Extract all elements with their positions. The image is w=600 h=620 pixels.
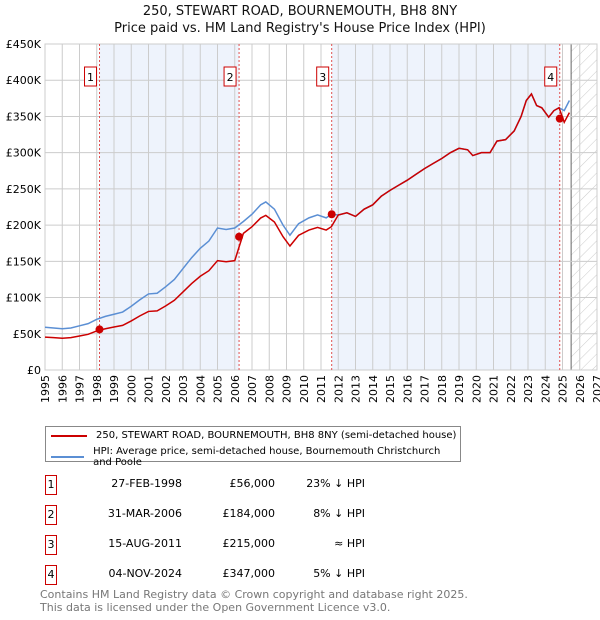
x-tick-label: 1997 [74,375,87,403]
x-tick-label: 2018 [436,375,449,403]
sale-price: £56,000 [229,477,276,490]
x-tick-label: 2011 [315,375,328,403]
x-tick-label: 2006 [229,375,242,403]
legend-line-property [51,434,87,437]
x-tick-label: 2002 [160,375,173,403]
x-tick-label: 1999 [108,375,121,403]
sale-label: 1 [87,71,94,84]
x-tick-label: 2025 [557,375,570,403]
sale-label: 3 [319,71,326,84]
x-tick-label: 2026 [574,375,587,403]
sale-date: 04-NOV-2024 [108,567,182,580]
x-tick-label: 2015 [384,375,397,403]
sale-hpi-relation: 8% ↓ HPI [313,507,365,520]
sale-marker-badge: 2 [45,505,57,525]
x-tick-label: 1996 [56,375,69,403]
sale-marker-badge: 1 [45,475,57,495]
sale-point [327,210,336,219]
sale-marker-badge: 3 [45,535,57,555]
x-tick-label: 1995 [39,375,52,403]
sale-price: £347,000 [222,567,276,580]
x-tick-label: 2019 [453,375,466,403]
sale-label-box [223,66,237,87]
x-tick-label: 2020 [470,375,483,403]
shaded-period [331,44,560,370]
y-tick-label: £300K [6,147,42,160]
sale-date: 31-MAR-2006 [107,507,182,520]
x-tick-label: 2004 [194,375,207,403]
sale-price: £184,000 [222,507,276,520]
sale-label: 2 [227,71,234,84]
x-tick-label: 2001 [143,375,156,403]
sale-label-box [84,66,98,87]
chart-subtitle: Price paid vs. HM Land Registry's House … [114,21,486,36]
sale-point [555,114,564,123]
sale-hpi-relation: 23% ↓ HPI [306,477,365,490]
sale-price: £215,000 [222,537,276,550]
y-tick-label: £50K [13,328,42,341]
legend-hpi: HPI: Average price, semi-detached house,… [93,446,441,468]
y-tick-label: £150K [6,255,42,268]
footer-line1: Contains HM Land Registry data © Crown c… [40,588,468,601]
x-tick-label: 2014 [367,375,380,403]
x-tick-label: 2024 [539,375,552,403]
transaction-row: 1 27-FEB-1998 £56,000 23% ↓ HPI [45,475,445,495]
x-tick-label: 2027 [591,375,600,403]
price-chart: 1995 1996 1997 1998 1999 2000 2001 2002 2003 2004… [6,38,600,403]
sale-label-box [316,66,330,87]
x-tick-label: 2000 [125,375,138,403]
footer: Contains HM Land Registry data © Crown c… [40,588,468,614]
y-tick-label: £200K [6,219,42,232]
footer-line2: This data is licensed under the Open Gov… [40,601,391,614]
sale-marker-badge: 4 [45,565,57,585]
shaded-period [99,44,240,370]
transaction-row: 2 31-MAR-2006 £184,000 8% ↓ HPI [45,505,445,525]
plot-frame [44,43,598,371]
legend-line-hpi [51,456,85,458]
y-tick-label: £350K [6,110,42,123]
x-tick-label: 2005 [212,375,225,403]
x-tick-label: 2013 [350,375,363,403]
sale-point [235,232,244,241]
sale-hpi-relation: 5% ↓ HPI [313,567,365,580]
x-tick-label: 1998 [91,375,104,403]
property-price-line [44,92,571,339]
sale-label-box [544,66,558,87]
sale-point [95,325,104,334]
y-tick-label: £400K [6,74,42,87]
x-tick-label: 2023 [522,375,535,403]
x-tick-label: 2021 [488,375,501,403]
sale-label: 4 [547,71,554,84]
sale-date: 15-AUG-2011 [108,537,182,550]
y-tick-label: £0 [27,364,41,377]
transaction-row: 4 04-NOV-2024 £347,000 5% ↓ HPI [45,565,445,585]
x-tick-label: 2017 [419,375,432,403]
x-tick-label: 2012 [332,375,345,403]
x-tick-label: 2007 [246,375,259,403]
legend-property: 250, STEWART ROAD, BOURNEMOUTH, BH8 8NY … [96,430,457,441]
x-tick-label: 2008 [263,375,276,403]
x-tick-label: 2003 [177,375,190,403]
x-tick-label: 2009 [281,375,294,403]
sale-hpi-relation: ≈ HPI [334,537,365,550]
x-tick-label: 2016 [401,375,414,403]
x-tick-label: 2022 [505,375,518,403]
y-tick-label: £250K [6,183,42,196]
x-tick-label: 2010 [298,375,311,403]
sale-date: 27-FEB-1998 [111,477,182,490]
y-tick-label: £450K [6,38,42,51]
legend: 250, STEWART ROAD, BOURNEMOUTH, BH8 8NY … [45,426,461,468]
transaction-row: 3 15-AUG-2011 £215,000 ≈ HPI [45,535,445,555]
chart-title: 250, STEWART ROAD, BOURNEMOUTH, BH8 8NY [142,4,458,19]
forecast-hatch [571,44,597,370]
y-tick-label: £100K [6,292,42,305]
